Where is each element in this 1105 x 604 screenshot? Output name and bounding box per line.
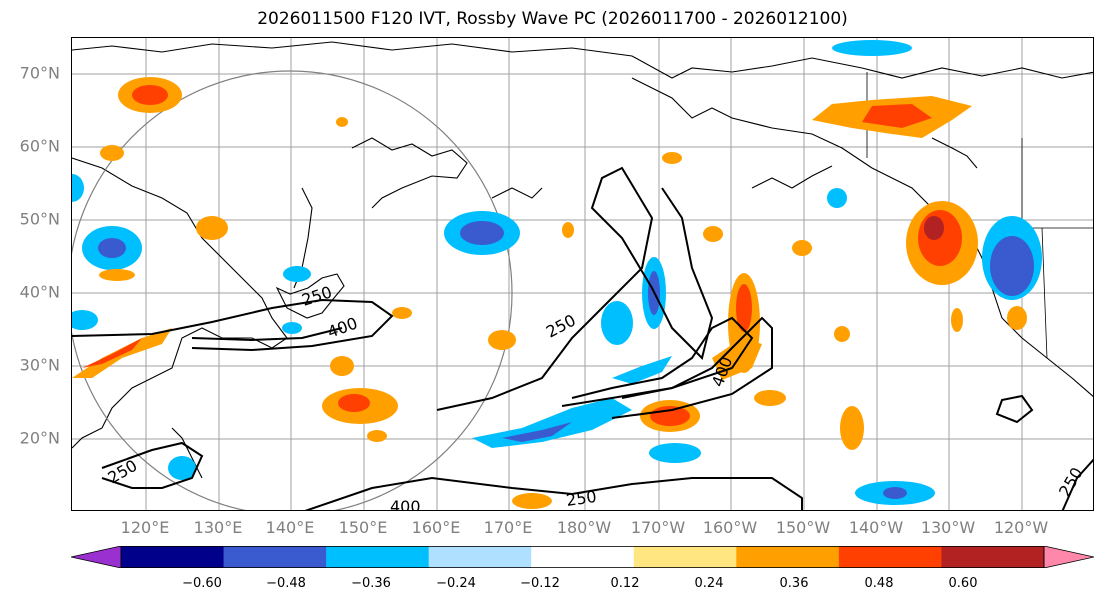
map-svg: 250 400 250 400 250 400 250 250 (72, 38, 1093, 511)
colorbar-segment (633, 546, 737, 568)
colorbar-label-neg-060: −0.60 (182, 576, 222, 591)
lon-label-120e: 120°E (120, 518, 170, 537)
colorbar-extend-min (71, 546, 122, 568)
colorbar-segment (223, 546, 327, 568)
lon-label-170e: 170°E (483, 518, 533, 537)
colorbar-label-pos-024: 0.24 (694, 576, 724, 591)
contour-labels: 250 400 250 400 250 400 250 250 (105, 282, 1087, 511)
colorbar-segment (941, 546, 1045, 568)
lon-label-170w: 170°W (630, 518, 686, 537)
lon-label-140w: 140°W (848, 518, 904, 537)
colorbar-segments (71, 546, 1094, 568)
lon-label-130w: 130°W (920, 518, 976, 537)
colorbar-label-neg-024: −0.24 (436, 576, 476, 591)
map-panel: 250 400 250 400 250 400 250 250 (71, 37, 1094, 511)
positive-anomalies (72, 77, 1027, 509)
ivt-contours (72, 166, 1093, 510)
lon-label-160w: 160°W (702, 518, 758, 537)
lat-label-50n: 50°N (19, 209, 60, 229)
contour-label-8: 250 (1055, 464, 1087, 500)
lon-label-150w: 150°W (775, 518, 831, 537)
colorbar-label-neg-048: −0.48 (266, 576, 306, 591)
colorbar-label-pos-060: 0.60 (948, 576, 978, 591)
colorbar-segment (531, 546, 635, 568)
contour-label-7: 250 (565, 487, 598, 510)
colorbar-label-pos-012: 0.12 (610, 576, 640, 591)
lon-label-160e: 160°E (411, 518, 461, 537)
influence-circle (72, 70, 513, 510)
lon-label-140e: 140°E (265, 518, 315, 537)
lat-label-20n: 20°N (19, 428, 60, 448)
lon-label-120w: 120°W (993, 518, 1049, 537)
colorbar-label-pos-048: 0.48 (864, 576, 894, 591)
colorbar-segment (121, 546, 225, 568)
colorbar-label-neg-012: −0.12 (520, 576, 560, 591)
contour-label-1: 250 (299, 282, 334, 310)
colorbar-segment (326, 546, 430, 568)
negative-anomalies (72, 40, 1042, 505)
colorbar-label-neg-036: −0.36 (351, 576, 391, 591)
colorbar-segment (838, 546, 942, 568)
lat-label-60n: 60°N (19, 136, 60, 156)
lon-label-130e: 130°E (193, 518, 243, 537)
lat-label-30n: 30°N (19, 355, 60, 375)
contour-label-4: 400 (708, 354, 736, 389)
contour-label-2: 400 (325, 313, 360, 341)
contour-label-5: 250 (105, 456, 141, 488)
colorbar-label-pos-036: 0.36 (779, 576, 809, 591)
lat-label-40n: 40°N (19, 282, 60, 302)
lat-label-70n: 70°N (19, 63, 60, 83)
colorbar-segment (428, 546, 532, 568)
chart-title: 2026011500 F120 IVT, Rossby Wave PC (202… (257, 9, 848, 29)
lon-label-180w: 180°W (556, 518, 612, 537)
lon-label-150e: 150°E (338, 518, 388, 537)
colorbar-outline (120, 546, 1045, 568)
contour-label-6: 400 (390, 497, 421, 511)
colorbar-extend-max (1043, 546, 1094, 568)
colorbar-segment (736, 546, 840, 568)
colorbar (71, 546, 1094, 568)
